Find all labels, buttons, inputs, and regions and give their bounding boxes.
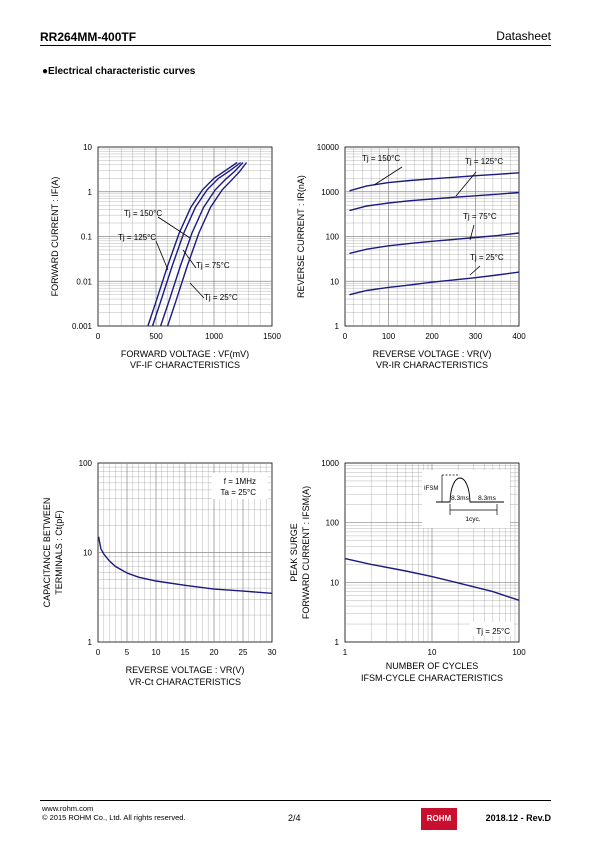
x-tick-label: 20 <box>210 648 219 657</box>
x-tick-label: 200 <box>425 332 439 341</box>
annotation-text: f = 1MHz <box>224 477 256 486</box>
header-rule <box>40 45 551 46</box>
annotation-text: Ta = 25°C <box>221 488 257 497</box>
series-label: Tj = 25°C <box>204 293 238 302</box>
y-axis-label: REVERSE CURRENT : IR(nA) <box>296 175 306 298</box>
series-line-1 <box>349 172 520 192</box>
series-label-pointer <box>373 166 403 186</box>
x-tick-label: 1 <box>343 648 348 657</box>
y-tick-label: 10 <box>83 143 92 152</box>
y-axis-label: CAPACITANCE BETWEEN TERMINALS : Ct(pF) <box>42 498 64 608</box>
x-tick-label: 15 <box>181 648 190 657</box>
x-tick-label: 10 <box>152 648 161 657</box>
x-tick-label: 25 <box>239 648 248 657</box>
series-line-4 <box>349 271 520 296</box>
series-line-1 <box>147 161 238 327</box>
series-label-pointer <box>469 265 481 276</box>
y-tick-label: 0.001 <box>72 322 93 331</box>
inset-time-label: 8.3ms <box>478 495 496 502</box>
series-label-pointer <box>155 240 169 271</box>
series-label: Tj = 75°C <box>463 212 497 221</box>
series-line-2 <box>349 191 520 212</box>
series-label: Tj = 150°C <box>362 154 400 163</box>
x-tick-label: 100 <box>512 648 526 657</box>
x-tick-label: 300 <box>469 332 483 341</box>
annotation-box <box>212 473 268 499</box>
series-label-pointer <box>469 224 475 241</box>
series-label: Tj = 25°C <box>470 253 504 262</box>
inset-cycle-label: 1cyc. <box>465 516 480 523</box>
y-tick-label: 0.1 <box>81 233 93 242</box>
inset-waveform <box>436 477 504 503</box>
chart-title: VR-IR CHARACTERISTICS <box>376 360 488 370</box>
y-tick-label: 10 <box>330 578 339 587</box>
series-line-4 <box>166 162 248 327</box>
series-label: Tj = 150°C <box>124 209 162 218</box>
footer-rule <box>40 800 551 801</box>
series-label-pointer <box>189 282 205 299</box>
chart-title: VR-Ct CHARACTERISTICS <box>129 677 241 687</box>
x-tick-label: 0 <box>343 332 348 341</box>
x-axis-label: REVERSE VOLTAGE : VR(V) <box>126 665 245 675</box>
y-tick-label: 10 <box>330 277 339 286</box>
inset-time-label: 8.3ms <box>451 495 469 502</box>
y-tick-label: 1000 <box>321 459 339 468</box>
x-tick-label: 400 <box>512 332 526 341</box>
y-tick-label: 1000 <box>321 188 339 197</box>
series-line-3 <box>349 232 520 255</box>
x-tick-label: 500 <box>149 332 163 341</box>
annotation-box <box>470 622 514 636</box>
x-axis-label: REVERSE VOLTAGE : VR(V) <box>373 349 492 359</box>
series-line-3 <box>159 162 244 327</box>
series-label-pointer <box>157 216 191 239</box>
x-tick-label: 100 <box>382 332 396 341</box>
x-tick-label: 10 <box>428 648 437 657</box>
x-tick-label: 0 <box>96 332 101 341</box>
x-tick-label: 30 <box>268 648 277 657</box>
inset-box <box>422 470 510 528</box>
y-tick-label: 100 <box>326 233 340 242</box>
y-axis-label: PEAK SURGE FORWARD CURRENT : IFSM(A) <box>289 486 311 619</box>
page-number: 2/4 <box>288 813 301 823</box>
x-axis-label: FORWARD VOLTAGE : VF(mV) <box>121 349 249 359</box>
chart-title: VF-IF CHARACTERISTICS <box>130 360 240 370</box>
y-tick-label: 1 <box>88 188 93 197</box>
rohm-logo: ROHM <box>421 808 457 830</box>
x-tick-label: 1500 <box>263 332 281 341</box>
y-tick-label: 100 <box>79 459 93 468</box>
y-tick-label: 100 <box>326 519 340 528</box>
series-label: Tj = 75°C <box>196 261 230 270</box>
series-label: Tj = 125°C <box>118 233 156 242</box>
document-type: Datasheet <box>496 29 551 43</box>
x-tick-label: 0 <box>96 648 101 657</box>
x-tick-label: 5 <box>125 648 130 657</box>
y-tick-label: 1 <box>88 638 93 647</box>
series-label-pointer <box>455 171 477 197</box>
part-number: RR264MM-400TF <box>40 30 137 44</box>
inset-ifsm-label: IFSM <box>424 486 438 492</box>
section-title: ●Electrical characteristic curves <box>42 66 196 77</box>
y-tick-label: 0.01 <box>76 277 92 286</box>
x-tick-label: 1000 <box>205 332 223 341</box>
y-tick-label: 10000 <box>317 143 340 152</box>
y-tick-label: 1 <box>335 322 340 331</box>
x-axis-label: NUMBER OF CYCLES <box>386 661 479 671</box>
annotation-text: Tj = 25°C <box>476 627 510 636</box>
footer-copyright: © 2015 ROHM Co., Ltd. All rights reserve… <box>42 813 186 822</box>
y-tick-label: 1 <box>335 638 340 647</box>
series-line-2 <box>151 161 242 327</box>
chart-title: IFSM-CYCLE CHARACTERISTICS <box>361 673 503 683</box>
series-label: Tj = 125°C <box>465 157 503 166</box>
y-axis-label: FORWARD CURRENT : IF(A) <box>50 177 60 297</box>
series-line-1 <box>97 536 273 594</box>
footer-url[interactable]: www.rohm.com <box>42 804 94 813</box>
revision: 2018.12 - Rev.D <box>485 813 551 823</box>
series-line-1 <box>344 557 520 601</box>
y-tick-label: 10 <box>83 549 92 558</box>
